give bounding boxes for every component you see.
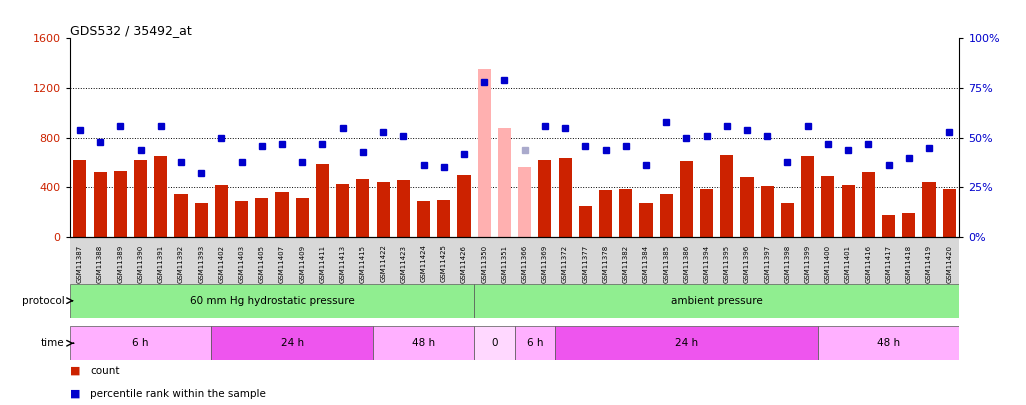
Text: protocol: protocol — [22, 296, 65, 306]
Bar — [498, 128, 511, 237]
Text: 6 h: 6 h — [526, 338, 543, 348]
Bar — [882, 215, 895, 237]
Bar — [922, 182, 936, 237]
Bar — [801, 156, 815, 237]
Text: time: time — [41, 338, 65, 348]
Text: 24 h: 24 h — [675, 338, 698, 348]
Text: 60 mm Hg hydrostatic pressure: 60 mm Hg hydrostatic pressure — [190, 296, 354, 306]
Bar — [741, 177, 754, 237]
Text: ■: ■ — [70, 389, 80, 399]
Text: 24 h: 24 h — [280, 338, 304, 348]
Text: 0: 0 — [491, 338, 498, 348]
Bar — [474, 326, 514, 360]
Bar — [639, 203, 653, 237]
Bar — [295, 198, 309, 237]
Text: 6 h: 6 h — [132, 338, 149, 348]
Bar — [579, 206, 592, 237]
Bar — [518, 168, 531, 237]
Text: 48 h: 48 h — [412, 338, 435, 348]
Bar — [599, 190, 613, 237]
Bar — [70, 326, 211, 360]
Bar — [235, 201, 248, 237]
Bar — [680, 161, 693, 237]
Bar — [195, 203, 207, 237]
Bar — [356, 179, 369, 237]
Bar — [822, 176, 834, 237]
Bar — [214, 185, 228, 237]
Bar — [555, 326, 818, 360]
Bar — [841, 185, 855, 237]
Bar — [720, 155, 734, 237]
Bar — [818, 326, 959, 360]
Text: GDS532 / 35492_at: GDS532 / 35492_at — [70, 24, 192, 37]
Bar — [437, 200, 450, 237]
Text: ■: ■ — [70, 366, 80, 375]
Bar — [377, 182, 390, 237]
Bar — [514, 326, 555, 360]
Text: ambient pressure: ambient pressure — [671, 296, 762, 306]
Bar — [943, 189, 956, 237]
Bar — [619, 189, 632, 237]
Bar — [474, 284, 959, 318]
Bar — [211, 326, 373, 360]
Text: count: count — [90, 366, 120, 375]
Bar — [558, 158, 571, 237]
Bar — [275, 192, 288, 237]
Bar — [760, 186, 774, 237]
Bar — [781, 203, 794, 237]
Bar — [862, 173, 875, 237]
Bar — [70, 284, 474, 318]
Bar — [154, 156, 167, 237]
Bar — [255, 198, 269, 237]
Bar — [458, 175, 471, 237]
Text: percentile rank within the sample: percentile rank within the sample — [90, 389, 266, 399]
Bar — [417, 201, 430, 237]
Bar — [478, 70, 490, 237]
Bar — [373, 326, 474, 360]
Bar — [660, 194, 673, 237]
Bar — [316, 164, 329, 237]
Bar — [902, 213, 915, 237]
Bar — [114, 171, 127, 237]
Bar — [700, 189, 713, 237]
Bar — [174, 194, 188, 237]
Bar — [397, 180, 410, 237]
Bar — [539, 160, 551, 237]
Bar — [73, 160, 86, 237]
Bar — [93, 173, 107, 237]
Text: 48 h: 48 h — [877, 338, 900, 348]
Bar — [337, 183, 349, 237]
Bar — [134, 160, 147, 237]
